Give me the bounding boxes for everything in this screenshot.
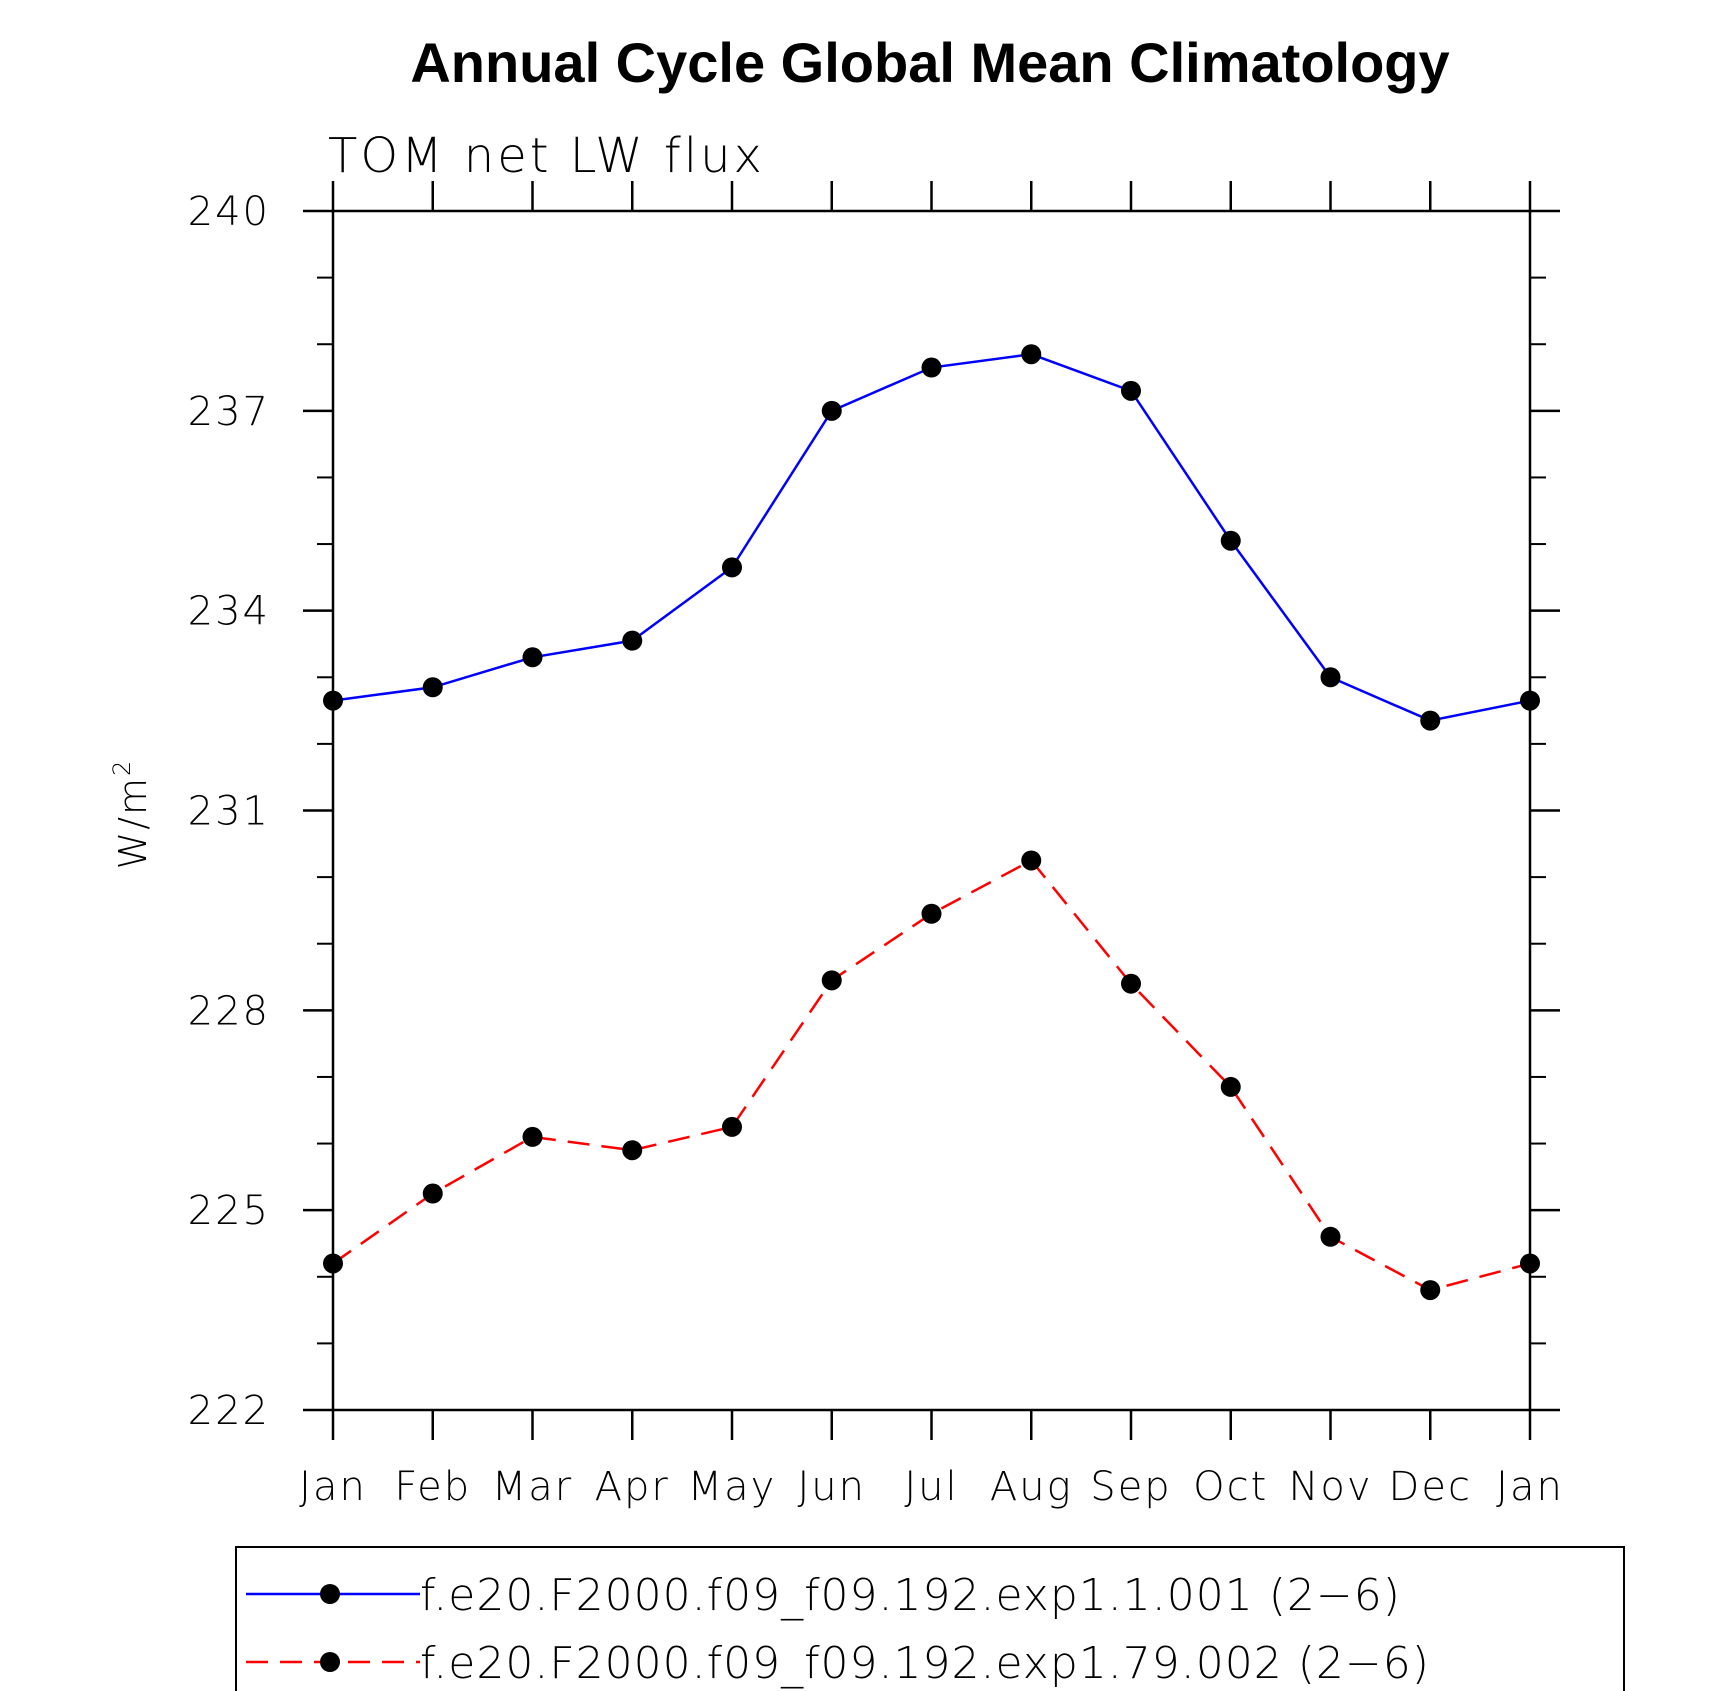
data-point-series-2 [1021, 850, 1042, 871]
x-tick-label: Aug [990, 1464, 1073, 1510]
data-point-series-2 [622, 1140, 643, 1161]
chart-title: Annual Cycle Global Mean Climatology [410, 31, 1449, 94]
series-line-1 [332, 352, 1531, 722]
y-tick-label: 228 [188, 988, 270, 1034]
y-tick-label: 234 [188, 589, 270, 635]
legend-marker-series-2 [320, 1652, 340, 1672]
x-tick-label: Mar [492, 1464, 573, 1510]
legend-box [235, 1546, 1625, 1691]
data-point-series-1 [1420, 710, 1441, 731]
data-point-series-2 [522, 1126, 543, 1147]
data-point-series-2 [323, 1253, 343, 1274]
series-lines [332, 352, 1531, 1292]
data-point-series-1 [323, 690, 343, 711]
data-point-series-1 [921, 357, 942, 378]
y-axis-label: W/m2 [108, 759, 155, 870]
x-tick-label: Dec [1389, 1464, 1472, 1510]
x-tick-labels: Jan Feb Mar Apr May Jun Jul Aug Sep Oct Nov Dec Jan [299, 1464, 1564, 1510]
x-tick-label: Sep [1090, 1464, 1171, 1510]
x-tick-label: Jul [904, 1464, 958, 1510]
x-tick-label: Oct [1193, 1464, 1268, 1510]
series-markers [323, 344, 1540, 1301]
data-point-series-2 [422, 1183, 443, 1204]
series-line-2 [332, 858, 1531, 1292]
data-point-series-1 [1021, 344, 1042, 365]
data-point-series-2 [1320, 1226, 1341, 1247]
x-tick-label: Jan [1496, 1464, 1564, 1510]
chart-subtitle: TOM net LW flux [328, 128, 765, 184]
legend: f.e20.F2000.f09_f09.192.exp1.1.001 (2−6)… [235, 1546, 1625, 1691]
plot-frame [331, 209, 1532, 1412]
axis-ticks [303, 181, 1560, 1440]
data-point-series-2 [821, 970, 842, 991]
y-tick-label: 240 [188, 189, 270, 235]
legend-label-series-1: f.e20.F2000.f09_f09.192.exp1.1.001 (2−6) [420, 1570, 1401, 1621]
data-point-series-2 [1220, 1076, 1241, 1097]
svg-text:W/m2: W/m2 [108, 759, 155, 870]
y-tick-label: 231 [188, 789, 270, 835]
x-tick-label: May [688, 1464, 777, 1510]
y-tick-label: 237 [188, 389, 270, 435]
y-tick-labels: 222 225 228 231 234 237 240 [188, 189, 270, 1434]
data-point-series-1 [1320, 667, 1341, 688]
data-point-series-1 [1220, 530, 1241, 551]
y-tick-label: 222 [188, 1388, 270, 1434]
data-point-series-1 [622, 630, 643, 651]
data-point-series-1 [422, 677, 443, 698]
data-point-series-2 [921, 903, 942, 924]
x-tick-label: Jan [299, 1464, 367, 1510]
y-axis-label-superscript: 2 [108, 759, 136, 776]
y-tick-label: 225 [188, 1188, 270, 1234]
x-tick-label: Feb [394, 1464, 471, 1510]
data-point-series-1 [1520, 690, 1540, 711]
data-point-series-1 [821, 400, 842, 421]
data-point-series-1 [722, 557, 742, 578]
plot-border [331, 209, 1532, 1412]
x-tick-label: Apr [595, 1464, 670, 1510]
x-tick-label: Jun [798, 1464, 867, 1510]
data-point-series-2 [1121, 973, 1141, 994]
data-point-series-2 [1520, 1253, 1540, 1274]
legend-label-series-2: f.e20.F2000.f09_f09.192.exp1.79.002 (2−6… [420, 1638, 1430, 1689]
data-point-series-1 [522, 647, 543, 668]
data-point-series-2 [1420, 1280, 1441, 1301]
legend-marker-series-1 [320, 1584, 340, 1604]
x-tick-label: Nov [1288, 1464, 1372, 1510]
data-point-series-2 [722, 1116, 742, 1137]
y-axis-label-text: W/m [111, 776, 155, 869]
data-point-series-1 [1121, 380, 1141, 401]
